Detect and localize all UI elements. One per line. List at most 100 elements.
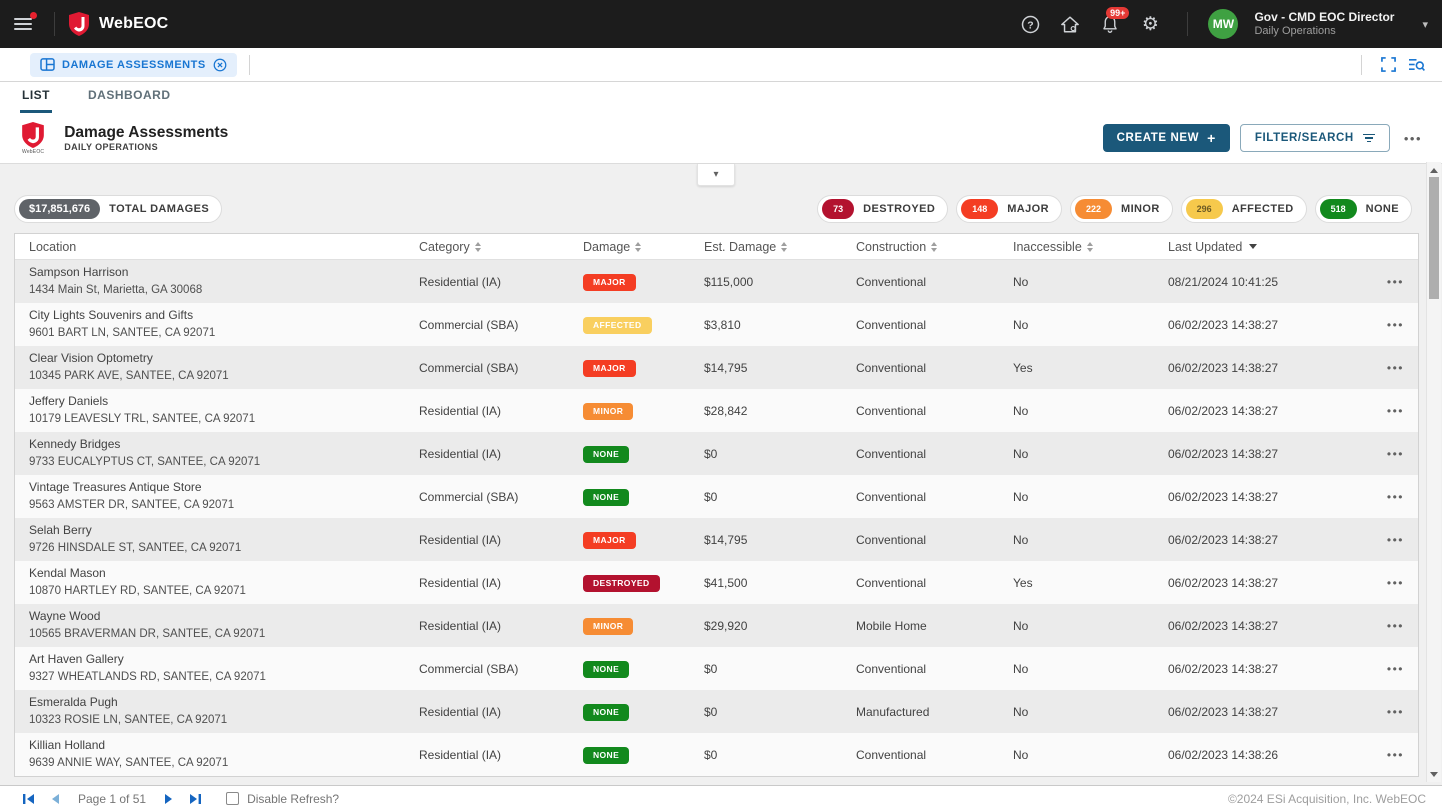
category-cell: Commercial (SBA) [419,317,519,332]
table-row[interactable]: Kennedy Bridges 9733 EUCALYPTUS CT, SANTE… [15,432,1418,475]
table-row[interactable]: Jeffery Daniels 10179 LEAVESLY TRL, SANTE… [15,389,1418,432]
content-area: ▾ $17,851,676 TOTAL DAMAGES 73 DESTROYED 1… [0,162,1442,785]
row-more-icon[interactable]: ••• [1386,747,1404,762]
collapse-panel-chevron-icon[interactable]: ▾ [697,164,735,186]
scroll-up-icon[interactable] [1427,164,1441,176]
board-tab-damage-assessments[interactable]: DAMAGE ASSESSMENTS [30,52,237,77]
previous-page-button[interactable] [42,789,68,809]
scrollbar-thumb[interactable] [1429,177,1439,299]
table-row[interactable]: Sampson Harrison 1434 Main St, Marietta, … [15,260,1418,303]
menu-icon[interactable] [14,12,40,34]
filter-search-button[interactable]: FILTER/SEARCH [1239,124,1390,152]
inaccessible-cell: No [1013,618,1029,633]
table-row[interactable]: City Lights Souvenirs and Gifts 9601 BART… [15,303,1418,346]
help-icon[interactable]: ? [1013,7,1047,41]
disable-refresh-checkbox[interactable] [226,792,240,805]
user-info[interactable]: Gov - CMD EOC Director Daily Operations [1254,10,1394,38]
count-value: 148 [961,199,999,219]
scroll-down-icon[interactable] [1427,768,1441,780]
settings-gear-icon[interactable]: ⚙ [1141,13,1159,35]
home-icon[interactable] [1053,7,1087,41]
column-label: Construction [856,239,927,254]
location-name: Esmeralda Pugh [29,695,118,709]
est-damage-cell: $41,500 [704,575,748,590]
table-row[interactable]: Kendal Mason 10870 HARTLEY RD, SANTEE, CA… [15,561,1418,604]
est-damage-cell: $0 [704,704,718,719]
row-more-icon[interactable]: ••• [1386,489,1404,504]
est-damage-cell: $0 [704,489,718,504]
location-name: Killian Holland [29,738,106,752]
location-cell: Wayne Wood 10565 BRAVERMAN DR, SANTEE, CA… [29,609,419,642]
board-search-icon[interactable] [1402,53,1430,77]
last-page-button[interactable] [182,789,208,809]
board-logo: WebEOC [22,121,44,155]
filter-icon [1362,133,1375,143]
disable-refresh-control: Disable Refresh? [226,792,339,806]
location-cell: City Lights Souvenirs and Gifts 9601 BART… [29,308,419,341]
row-more-icon[interactable]: ••• [1386,274,1404,289]
row-more-icon[interactable]: ••• [1386,532,1404,547]
location-address: 9639 ANNIE WAY, SANTEE, CA 92071 [29,757,229,769]
row-more-icon[interactable]: ••• [1386,704,1404,719]
damage-cell: NONE [583,702,704,721]
first-page-button[interactable] [16,789,42,809]
count-label: DESTROYED [863,203,936,215]
column-header-est-damage[interactable]: Est. Damage [704,240,856,254]
inaccessible-cell: No [1013,274,1029,289]
row-more-icon[interactable]: ••• [1386,360,1404,375]
row-more-icon[interactable]: ••• [1386,661,1404,676]
damage-badge: DESTROYED [583,575,660,592]
sort-desc-icon [1249,244,1258,249]
vertical-scrollbar[interactable] [1426,162,1441,782]
column-header-inaccessible[interactable]: Inaccessible [1013,240,1168,254]
board-icon [40,58,55,71]
column-header-category[interactable]: Category [419,240,583,254]
column-header-last-updated[interactable]: Last Updated [1168,240,1368,254]
last-updated-cell: 06/02/2023 14:38:27 [1168,360,1279,375]
table-header-row: Location Category Damage Est. Damage Constru… [15,234,1418,260]
user-avatar[interactable]: MW [1208,9,1239,39]
construction-cell: Manufactured [856,704,930,719]
location-address: 1434 Main St, Marietta, GA 30068 [29,284,203,296]
construction-cell: Conventional [856,661,927,676]
sort-icon [1086,241,1093,252]
notifications-bell-icon[interactable]: 99+ [1093,7,1130,41]
table-row[interactable]: Killian Holland 9639 ANNIE WAY, SANTEE, C… [15,733,1418,776]
page-subtitle: DAILY OPERATIONS [64,142,158,152]
construction-cell: Conventional [856,274,927,289]
damage-cell: MINOR [583,616,704,635]
location-address: 9601 BART LN, SANTEE, CA 92071 [29,327,216,339]
table-row[interactable]: Wayne Wood 10565 BRAVERMAN DR, SANTEE, CA… [15,604,1418,647]
location-name: Jeffery Daniels [29,394,109,408]
location-name: Kennedy Bridges [29,437,121,451]
tab-dashboard[interactable]: DASHBOARD [88,88,171,102]
summary-row: $17,851,676 TOTAL DAMAGES 73 DESTROYED 148… [14,195,1412,223]
row-more-icon[interactable]: ••• [1386,618,1404,633]
est-damage-cell: $0 [704,661,718,676]
sort-icon [931,241,938,252]
divider [1361,54,1362,75]
table-row[interactable]: Esmeralda Pugh 10323 ROSIE LN, SANTEE, CA… [15,690,1418,733]
fullscreen-icon[interactable] [1374,53,1402,77]
user-menu-chevron-icon[interactable]: ▾ [1422,18,1428,31]
damage-badge: NONE [583,446,630,463]
page-more-icon[interactable]: ••• [1403,130,1422,146]
table-row[interactable]: Art Haven Gallery 9327 WHEATLANDS RD, SAN… [15,647,1418,690]
table-row[interactable]: Selah Berry 9726 HINSDALE ST, SANTEE, CA … [15,518,1418,561]
column-header-construction[interactable]: Construction [856,240,1013,254]
row-more-icon[interactable]: ••• [1386,403,1404,418]
tab-list[interactable]: LIST [20,82,52,113]
count-label: AFFECTED [1231,203,1294,215]
close-tab-icon[interactable] [213,58,227,72]
last-updated-cell: 06/02/2023 14:38:27 [1168,575,1279,590]
table-row[interactable]: Vintage Treasures Antique Store 9563 AMST… [15,475,1418,518]
row-more-icon[interactable]: ••• [1386,446,1404,461]
count-value: 73 [822,199,855,219]
table-row[interactable]: Clear Vision Optometry 10345 PARK AVE, SA… [15,346,1418,389]
row-more-icon[interactable]: ••• [1386,317,1404,332]
next-page-button[interactable] [156,789,182,809]
create-new-button[interactable]: CREATE NEW + [1102,124,1230,152]
row-more-icon[interactable]: ••• [1386,575,1404,590]
column-header-damage[interactable]: Damage [583,240,704,254]
column-label: Inaccessible [1013,239,1082,254]
